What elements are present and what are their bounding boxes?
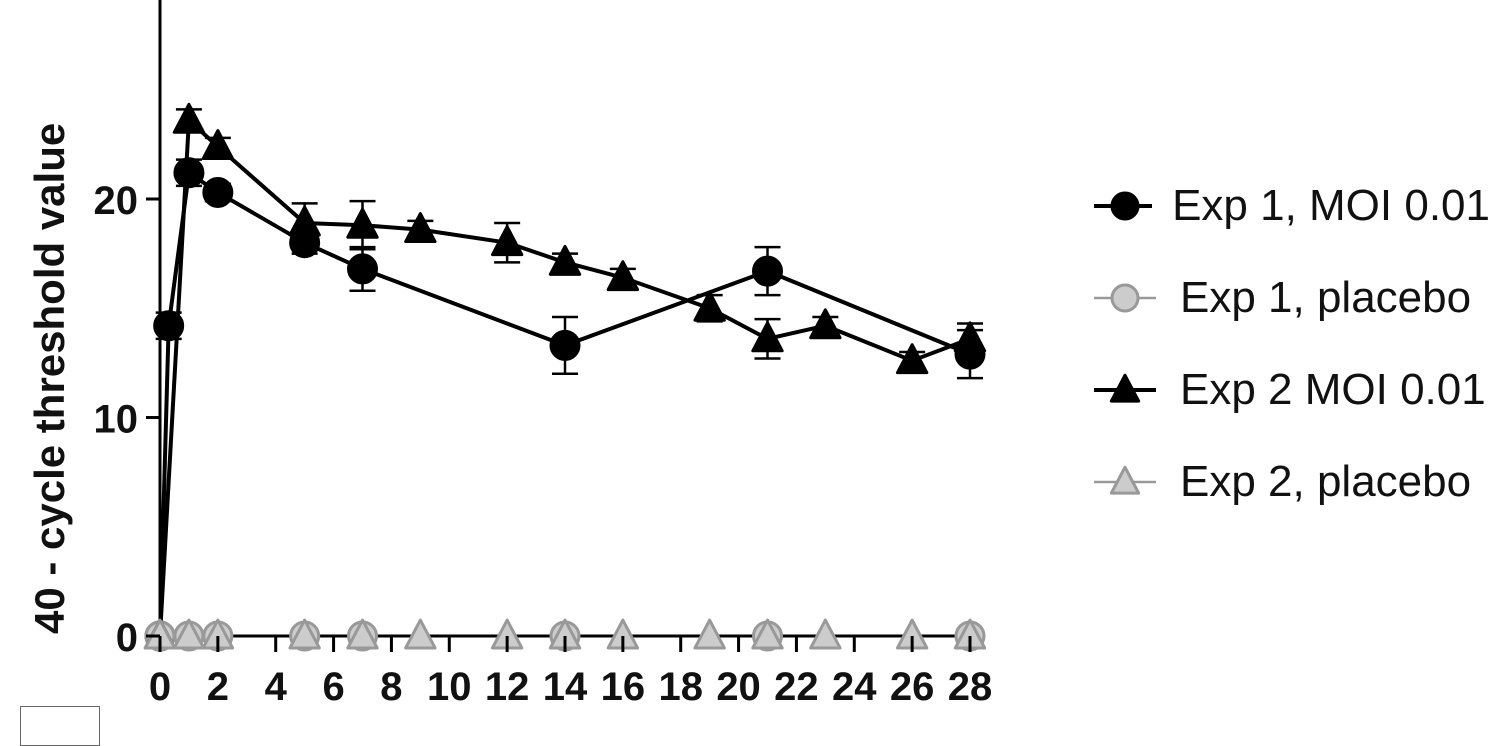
legend-label: Exp 1, placebo (1180, 273, 1472, 322)
legend-swatch (1094, 465, 1156, 495)
x-tick-label: 6 (322, 665, 344, 709)
data-point-exp-2-moi-0-01 (751, 321, 784, 353)
data-point-exp-1-moi-0-01 (202, 176, 234, 208)
data-point-exp-2-moi-0-01 (172, 102, 206, 134)
data-point-exp-2-moi-0-01 (953, 321, 987, 353)
x-tick-label: 24 (832, 665, 877, 709)
data-point-exp-2-moi-0-01 (346, 207, 379, 239)
x-tick-label: 2 (207, 665, 229, 709)
data-point-exp-2-moi-0-01 (693, 290, 726, 322)
legend-swatch (1094, 373, 1156, 403)
series-line-exp-1-moi-0-01 (158, 170, 971, 637)
data-point-exp-2-moi-0-01 (404, 212, 437, 244)
y-axis-label-container: 40 - cycle threshold value (20, 0, 80, 640)
legend-marker (1110, 283, 1140, 313)
series-line-exp-2-moi-0-01 (158, 118, 971, 637)
legend-item: Exp 1, placebo (1090, 252, 1490, 344)
legend-marker (1109, 465, 1141, 495)
data-point-exp-2-moi-0-01 (606, 260, 640, 292)
legend-swatch (1094, 191, 1153, 221)
y-axis-label: 40 - cycle threshold value (26, 123, 73, 634)
data-point-exp-2-moi-0-01 (201, 129, 235, 161)
data-point-exp-2-placebo (751, 618, 784, 650)
data-point-exp-2-moi-0-01 (490, 225, 524, 257)
data-point-exp-2-placebo (288, 618, 321, 650)
data-point-exp-2-moi-0-01 (895, 343, 929, 375)
data-point-exp-1-moi-0-01 (752, 255, 783, 287)
x-tick-label: 16 (601, 665, 646, 709)
x-tick-label: 20 (716, 665, 761, 709)
x-tick-label: 14 (543, 665, 588, 709)
x-tick-label: 28 (948, 665, 993, 709)
y-tick-label: 0 (116, 616, 138, 660)
data-point-exp-2-placebo (346, 618, 379, 650)
x-tick-label: 22 (774, 665, 819, 709)
y-tick-label: 20 (94, 179, 139, 223)
x-tick-label: 26 (890, 665, 935, 709)
legend-item: Exp 2 MOI 0.01 (1090, 344, 1490, 436)
data-point-exp-2-moi-0-01 (288, 205, 321, 237)
data-point-exp-2-moi-0-01 (809, 308, 842, 340)
data-point-exp-1-moi-0-01 (347, 253, 378, 285)
data-point-exp-2-placebo (172, 618, 206, 650)
legend-label: Exp 2 MOI 0.01 (1180, 365, 1486, 414)
series-markers (143, 102, 987, 652)
data-point-exp-2-placebo (693, 618, 726, 650)
x-tick-label: 10 (427, 665, 472, 709)
x-tick-label: 8 (380, 665, 402, 709)
data-point-exp-2-placebo (404, 618, 437, 650)
data-point-exp-1-moi-0-01 (153, 310, 185, 342)
legend-item: Exp 1, MOI 0.01 (1090, 160, 1490, 252)
legend-marker (1109, 373, 1141, 403)
data-point-exp-1-moi-0-01 (173, 157, 205, 189)
legend-label: Exp 1, MOI 0.01 (1172, 181, 1490, 230)
legend-label: Exp 2, placebo (1180, 457, 1472, 506)
data-point-exp-2-placebo (809, 618, 842, 650)
corner-box (20, 706, 100, 746)
data-point-exp-2-moi-0-01 (548, 244, 582, 276)
y-tick-label: 10 (94, 398, 139, 442)
x-tick-label: 18 (658, 665, 703, 709)
legend-item: Exp 2, placebo (1090, 436, 1490, 528)
series-lines (158, 118, 971, 637)
data-point-exp-1-moi-0-01 (549, 329, 581, 361)
legend: Exp 1, MOI 0.01 Exp 1, placebo Exp 2 MOI 0… (1090, 160, 1490, 528)
x-tick-label: 12 (485, 665, 530, 709)
x-tick-label: 4 (265, 665, 288, 709)
legend-swatch (1094, 283, 1156, 313)
x-tick-label: 0 (149, 665, 171, 709)
legend-marker (1110, 191, 1140, 221)
